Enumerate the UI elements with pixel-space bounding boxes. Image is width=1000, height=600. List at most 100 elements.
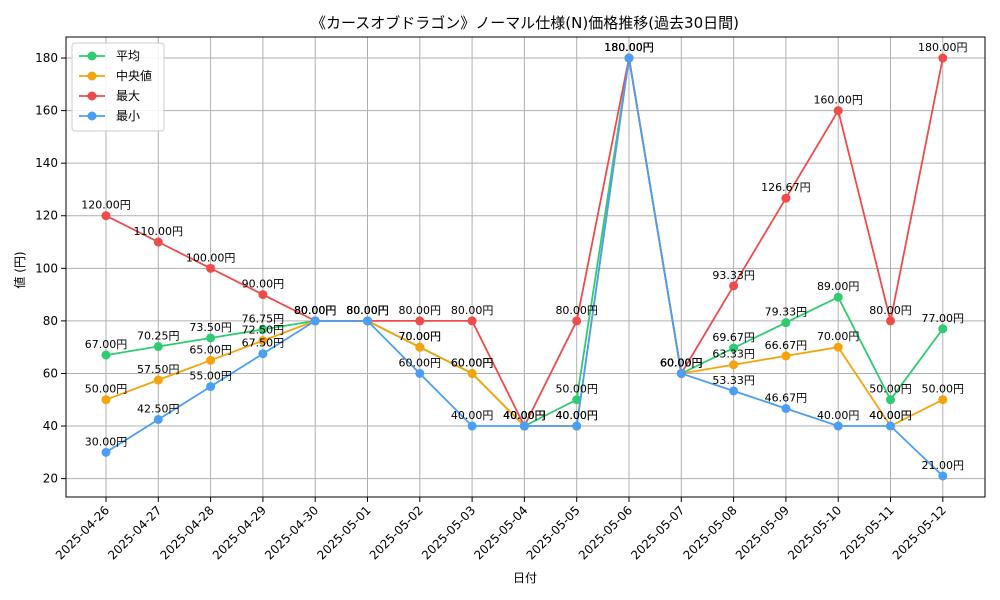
- data-label: 180.00円: [604, 41, 654, 54]
- data-point: [153, 414, 163, 424]
- data-point: [729, 386, 739, 396]
- legend-label: 最小: [116, 109, 140, 123]
- data-label: 80.00円: [346, 304, 389, 317]
- legend-label: 最大: [116, 89, 140, 103]
- data-label: 77.00円: [922, 312, 965, 325]
- data-label: 70.00円: [817, 330, 860, 343]
- data-label: 69.67円: [712, 331, 755, 344]
- series-3: [101, 53, 948, 481]
- data-label: 89.00円: [817, 280, 860, 293]
- legend-marker: [87, 51, 97, 61]
- legend-marker: [87, 91, 97, 101]
- legend-item: 中央値: [79, 68, 152, 83]
- data-label: 40.00円: [503, 409, 546, 422]
- grid-lines: [66, 37, 985, 497]
- data-label: 72.50円: [242, 324, 285, 337]
- data-label: 42.50円: [137, 402, 180, 415]
- data-point: [729, 360, 739, 370]
- data-point: [415, 342, 425, 352]
- data-label: 40.00円: [503, 409, 546, 422]
- data-point: [676, 368, 686, 378]
- data-label: 90.00円: [242, 278, 285, 291]
- data-label: 80.00円: [555, 304, 598, 317]
- y-tick-label: 60: [43, 366, 58, 380]
- data-point: [206, 382, 216, 392]
- data-point: [363, 316, 372, 326]
- data-label: 60.00円: [451, 356, 494, 369]
- data-point: [781, 318, 791, 328]
- data-label: 160.00円: [813, 94, 863, 107]
- data-label: 76.75円: [242, 312, 285, 325]
- data-point: [415, 316, 425, 326]
- y-tick-label: 20: [43, 472, 58, 486]
- plot-frame: [65, 36, 986, 498]
- data-point: [833, 292, 843, 302]
- data-point: [624, 53, 634, 63]
- data-label: 120.00円: [81, 199, 131, 212]
- data-point: [519, 421, 529, 431]
- data-point: [781, 351, 791, 361]
- data-label: 80.00円: [346, 304, 389, 317]
- data-point: [938, 324, 948, 334]
- data-label: 57.50円: [137, 363, 180, 376]
- chart-title: 《カースオブドラゴン》ノーマル仕様(N)価格推移(過去30日間): [311, 14, 739, 32]
- data-label: 67.00円: [85, 338, 128, 351]
- data-label: 60.00円: [451, 356, 494, 369]
- data-point: [101, 395, 111, 405]
- data-label: 80.00円: [294, 304, 337, 317]
- legend-label: 中央値: [116, 68, 152, 83]
- data-point: [258, 290, 268, 300]
- series-layer: [101, 53, 948, 481]
- data-point: [206, 263, 216, 273]
- data-point: [310, 316, 320, 326]
- legend-box: [71, 42, 165, 132]
- data-point: [729, 343, 739, 353]
- data-point: [572, 395, 582, 405]
- y-tick-label: 100: [35, 261, 58, 275]
- y-tick-label: 180: [35, 51, 58, 65]
- data-label: 70.00円: [399, 330, 442, 343]
- data-label: 65.00円: [189, 343, 232, 356]
- data-label: 70.00円: [399, 330, 442, 343]
- data-label: 126.67円: [761, 181, 811, 194]
- data-label: 110.00円: [134, 225, 184, 238]
- data-point: [467, 316, 477, 326]
- data-label: 50.00円: [869, 383, 912, 396]
- data-label: 40.00円: [555, 409, 598, 422]
- data-label: 50.00円: [922, 383, 965, 396]
- legend-item: 平均: [79, 49, 140, 63]
- data-label: 40.00円: [869, 409, 912, 422]
- data-label: 53.33円: [712, 374, 755, 387]
- data-point: [729, 281, 739, 291]
- data-point: [153, 375, 163, 385]
- data-label: 80.00円: [294, 304, 337, 317]
- y-tick-label: 120: [35, 209, 58, 223]
- data-point: [886, 421, 895, 431]
- data-point: [415, 368, 425, 378]
- data-point: [153, 342, 163, 352]
- y-tick-label: 40: [43, 419, 58, 433]
- data-point: [258, 336, 268, 346]
- data-label: 21.00円: [922, 459, 965, 472]
- data-label: 80.00円: [451, 304, 494, 317]
- data-point: [206, 333, 216, 343]
- data-label: 79.33円: [765, 306, 808, 319]
- data-point: [938, 395, 948, 405]
- data-label: 93.33円: [712, 269, 755, 282]
- data-point: [938, 471, 948, 481]
- data-label: 60.00円: [660, 356, 703, 369]
- data-label: 60.00円: [660, 356, 703, 369]
- data-point: [886, 316, 895, 326]
- data-label: 46.67円: [765, 391, 808, 404]
- data-point: [833, 421, 843, 431]
- legend-label: 平均: [116, 49, 140, 63]
- data-label: 60.00円: [660, 356, 703, 369]
- legend-item: 最大: [79, 89, 140, 103]
- data-label: 80.00円: [294, 304, 337, 317]
- data-label: 55.00円: [189, 370, 232, 383]
- data-label: 180.00円: [604, 41, 654, 54]
- data-label: 50.00円: [85, 383, 128, 396]
- data-point: [101, 350, 111, 360]
- data-label: 40.00円: [503, 409, 546, 422]
- data-point: [781, 193, 791, 203]
